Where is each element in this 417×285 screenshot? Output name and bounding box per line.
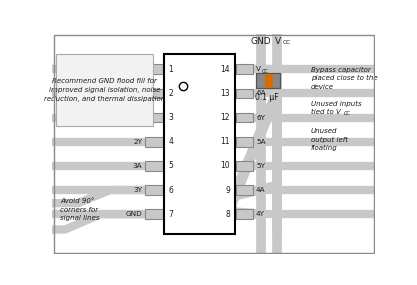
- Text: 2: 2: [168, 89, 173, 98]
- Bar: [256, 73, 280, 88]
- Text: 3: 3: [168, 113, 173, 122]
- Bar: [236, 113, 254, 123]
- Bar: [145, 185, 163, 195]
- Text: Avoid 90°
corners for
signal lines: Avoid 90° corners for signal lines: [60, 198, 100, 221]
- Text: 0.1 μF: 0.1 μF: [254, 93, 278, 102]
- Text: V: V: [256, 66, 261, 72]
- Bar: [145, 209, 163, 219]
- Text: 14: 14: [221, 65, 230, 74]
- Text: 11: 11: [221, 137, 230, 146]
- Text: GND: GND: [126, 211, 142, 217]
- Text: 1Y: 1Y: [133, 90, 142, 96]
- Bar: [145, 113, 163, 123]
- Bar: [256, 73, 280, 88]
- Bar: [236, 137, 254, 146]
- Text: V: V: [275, 38, 281, 46]
- Text: 1A: 1A: [133, 66, 142, 72]
- Text: 3A: 3A: [133, 163, 142, 169]
- Bar: [163, 54, 235, 234]
- Text: 10: 10: [221, 161, 230, 170]
- Bar: [264, 73, 273, 88]
- Bar: [145, 64, 163, 74]
- Text: 12: 12: [221, 113, 230, 122]
- Text: 4A: 4A: [256, 187, 266, 193]
- Text: 5A: 5A: [256, 139, 266, 145]
- Bar: [236, 64, 254, 74]
- Text: 1: 1: [168, 65, 173, 74]
- Text: 8: 8: [226, 210, 230, 219]
- Text: 5Y: 5Y: [256, 163, 265, 169]
- Text: CC: CC: [262, 70, 269, 74]
- Text: CC: CC: [344, 111, 351, 116]
- Text: Unused inputs
tied to V: Unused inputs tied to V: [311, 100, 361, 115]
- Text: 2A: 2A: [133, 115, 142, 121]
- Text: 7: 7: [168, 210, 173, 219]
- Text: Bypass capacitor
placed close to the
device: Bypass capacitor placed close to the dev…: [311, 66, 377, 90]
- Text: 4Y: 4Y: [256, 211, 265, 217]
- Text: 9: 9: [225, 186, 230, 194]
- Text: 6: 6: [168, 186, 173, 194]
- Text: GND: GND: [250, 38, 271, 46]
- Bar: [236, 161, 254, 171]
- Bar: [236, 89, 254, 98]
- Text: 5: 5: [168, 161, 173, 170]
- Text: 13: 13: [221, 89, 230, 98]
- Text: 2Y: 2Y: [133, 139, 142, 145]
- Text: 4: 4: [168, 137, 173, 146]
- Bar: [56, 54, 153, 126]
- Bar: [145, 137, 163, 146]
- Bar: [145, 89, 163, 98]
- Text: Unused
output left
floating: Unused output left floating: [311, 128, 348, 151]
- Text: 6A: 6A: [256, 90, 266, 96]
- Text: 6Y: 6Y: [256, 115, 265, 121]
- Text: CC: CC: [282, 40, 291, 45]
- Text: Recommend GND flood fill for
improved signal isolation, noise
reduction, and the: Recommend GND flood fill for improved si…: [44, 78, 165, 102]
- Bar: [236, 185, 254, 195]
- Text: 3Y: 3Y: [133, 187, 142, 193]
- Bar: [145, 161, 163, 171]
- Bar: [236, 209, 254, 219]
